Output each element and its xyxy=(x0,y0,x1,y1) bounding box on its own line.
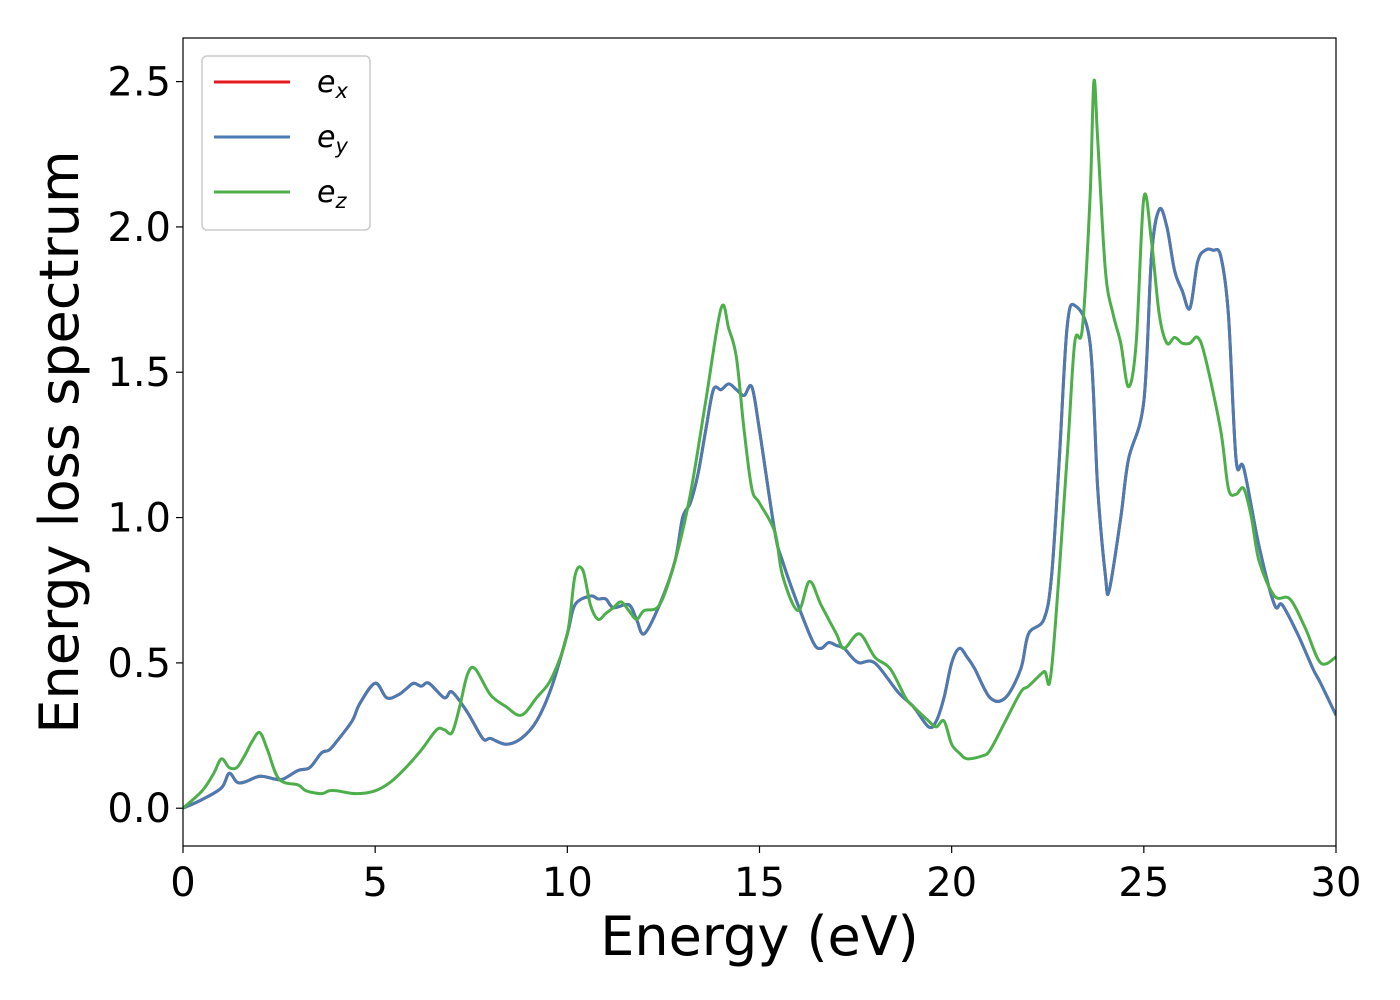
x-axis: 0 5 10 15 20 25 30 xyxy=(170,846,1361,906)
y-tick-label: 2.5 xyxy=(107,60,171,106)
x-axis-title: Energy (eV) xyxy=(600,905,919,968)
x-tick-label: 20 xyxy=(926,860,977,906)
y-tick-label: 1.0 xyxy=(107,496,171,542)
x-tick-label: 10 xyxy=(542,860,593,906)
x-tick-label: 25 xyxy=(1118,860,1169,906)
y-tick-label: 1.5 xyxy=(107,350,171,396)
y-axis-title: Energy loss spectrum xyxy=(28,150,91,733)
y-axis: 0.0 0.5 1.0 1.5 2.0 2.5 xyxy=(107,60,183,832)
y-tick-label: 2.0 xyxy=(107,205,171,251)
x-tick-label: 0 xyxy=(170,860,195,906)
series-line-x xyxy=(183,206,1336,810)
x-tick-label: 5 xyxy=(362,860,387,906)
series-lines xyxy=(183,78,1336,810)
legend-box xyxy=(201,55,371,231)
x-tick-label: 30 xyxy=(1311,860,1362,906)
y-tick-label: 0.0 xyxy=(107,786,171,832)
series-line-z xyxy=(183,78,1336,810)
x-tick-label: 15 xyxy=(734,860,785,906)
y-tick-label: 0.5 xyxy=(107,641,171,687)
series-line-y xyxy=(183,206,1336,810)
